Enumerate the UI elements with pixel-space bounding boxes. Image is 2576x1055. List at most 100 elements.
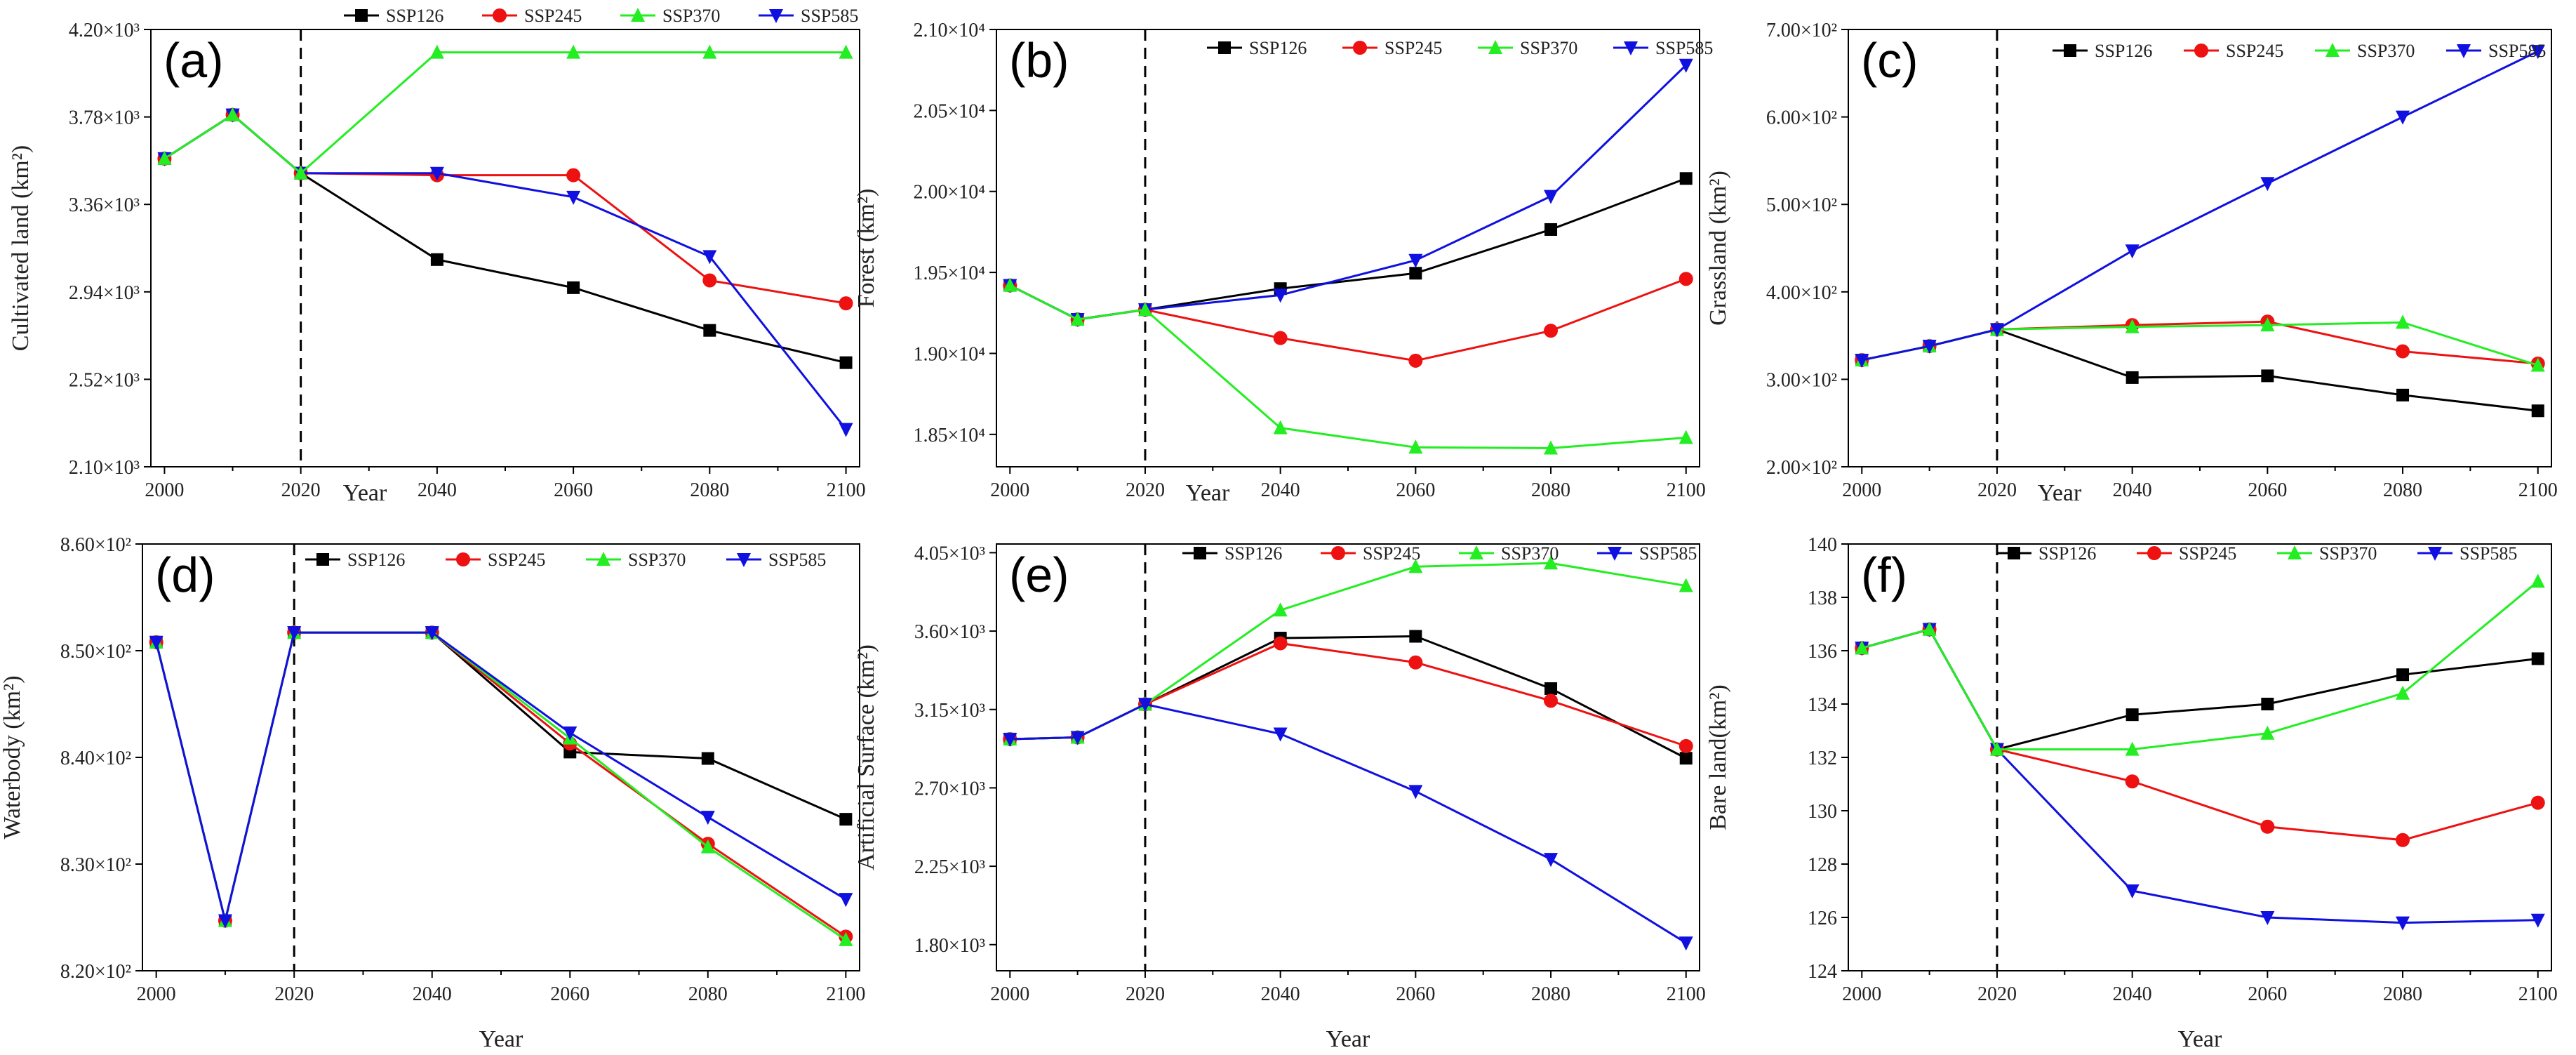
legend-label: SSP126	[2095, 41, 2152, 61]
legend-marker	[316, 553, 329, 566]
x-tick-label: 2060	[1396, 479, 1435, 501]
data-point-ssp126	[1544, 682, 1558, 695]
x-tick-label: 2000	[990, 983, 1029, 1005]
y-axis-title: Forest (km²)	[853, 189, 879, 308]
data-point-ssp585	[1544, 853, 1559, 868]
data-point-ssp585	[1679, 936, 1693, 951]
data-point-ssp245	[2396, 832, 2410, 847]
data-point-ssp585	[287, 626, 302, 641]
data-point-ssp245	[2260, 819, 2275, 834]
series-ssp585	[1855, 45, 2545, 368]
y-tick-label: 2.70×10³	[914, 778, 985, 799]
legend-label: SSP245	[2179, 543, 2236, 564]
legend-label: SSP585	[2488, 41, 2546, 61]
legend-marker	[1194, 547, 1206, 559]
data-point-ssp585	[566, 190, 581, 205]
series-ssp585	[149, 626, 853, 929]
y-tick-label: 4.05×10³	[914, 543, 985, 564]
data-point-ssp585	[429, 166, 444, 181]
series-ssp126	[1855, 623, 2544, 756]
data-point-ssp245	[1273, 331, 1288, 345]
legend-marker	[2064, 44, 2076, 57]
y-tick-label: 6.00×10²	[1766, 107, 1837, 129]
y-axis-title: Cultivated land (km²)	[8, 145, 34, 351]
y-tick-label: 2.10×10⁴	[913, 20, 985, 41]
x-tick-label: 2040	[1261, 479, 1300, 501]
y-tick-label: 3.78×10³	[69, 107, 140, 129]
data-point-ssp585	[1989, 323, 2004, 338]
legend-label: SSP245	[524, 6, 582, 26]
y-tick-label: 4.20×10³	[69, 20, 140, 41]
y-tick-label: 5.00×10²	[1766, 194, 1837, 216]
data-point-ssp585	[149, 635, 163, 650]
legend-marker	[769, 9, 783, 23]
y-tick-label: 4.00×10²	[1766, 282, 1837, 304]
panel-b: 2000 2020 2040 2060 2080 2100 1.85×10⁴ 1.90×10⁴…	[853, 20, 1713, 506]
series-ssp245	[1855, 622, 2545, 847]
x-tick-label: 2000	[990, 479, 1029, 501]
y-tick-label: 8.40×10²	[60, 748, 131, 769]
legend-label: SSP370	[2319, 543, 2377, 564]
series-line-ssp126	[1010, 635, 1687, 759]
data-point-ssp585	[1408, 785, 1423, 799]
legend-label: SSP126	[1249, 38, 1307, 58]
data-point-ssp585	[2396, 110, 2410, 125]
series-line-ssp370	[1861, 321, 2539, 366]
data-point-ssp585	[1544, 190, 1559, 204]
data-point-ssp126	[2261, 369, 2274, 383]
x-axis-title: Year	[2178, 1026, 2222, 1052]
data-point-ssp585	[1273, 727, 1288, 742]
legend-marker	[2457, 44, 2471, 58]
plot-frame	[996, 29, 1700, 467]
legend-marker	[1331, 546, 1345, 560]
x-tick-label: 2000	[137, 983, 176, 1005]
series-line-ssp126	[163, 113, 846, 364]
x-axis-title: Year	[479, 1026, 523, 1052]
y-tick-label: 138	[1808, 588, 1837, 609]
series-line-ssp370	[155, 631, 847, 941]
data-point-ssp245	[2125, 774, 2140, 789]
series-ssp126	[158, 108, 853, 369]
data-point-ssp370	[1544, 555, 1559, 570]
legend: SSP126 SSP245 SSP370 SSP585	[344, 6, 858, 26]
legend-label: SSP370	[1520, 38, 1577, 58]
data-point-ssp245	[2396, 344, 2410, 359]
data-point-ssp585	[1137, 698, 1152, 712]
data-point-ssp370	[1408, 559, 1423, 573]
x-tick-label: 2080	[2383, 479, 2422, 501]
legend-marker	[493, 8, 507, 22]
x-tick-label: 2020	[281, 479, 321, 501]
data-point-ssp370	[2125, 319, 2140, 333]
x-tick-label: 2100	[2518, 479, 2558, 501]
y-axis-title: Grassland (km²)	[1705, 171, 1731, 326]
legend-label: SSP126	[1224, 543, 1282, 564]
series-ssp126	[1003, 630, 1693, 765]
y-tick-label: 2.25×10³	[914, 856, 985, 878]
series-line-ssp585	[163, 113, 847, 430]
y-axis-title: Bare land(km²)	[1705, 684, 1731, 830]
y-tick-label: 3.00×10²	[1766, 369, 1837, 391]
x-tick-label: 2020	[1126, 479, 1165, 501]
data-point-ssp126	[567, 281, 580, 294]
x-tick-label: 2020	[274, 983, 314, 1005]
y-tick-label: 1.95×10⁴	[913, 263, 985, 284]
data-point-ssp126	[1409, 267, 1422, 280]
data-point-ssp126	[2261, 698, 2274, 710]
x-tick-label: 2100	[827, 479, 866, 501]
y-axis-title: Waterbody (km²)	[0, 675, 25, 839]
data-point-ssp585	[1679, 58, 1693, 73]
data-point-ssp585	[2530, 913, 2545, 928]
data-point-ssp370	[1137, 302, 1152, 317]
y-tick-label: 8.50×10²	[60, 641, 131, 663]
data-point-ssp126	[2396, 388, 2410, 402]
legend-marker	[1218, 41, 1231, 54]
x-tick-label: 2080	[1531, 983, 1570, 1005]
legend-marker	[1624, 41, 1638, 55]
data-point-ssp245	[1544, 324, 1559, 338]
series-ssp126	[149, 626, 853, 927]
data-point-ssp585	[2125, 884, 2140, 898]
legend-marker	[355, 9, 368, 22]
data-point-ssp370	[1679, 578, 1693, 592]
data-point-ssp370	[1070, 312, 1085, 326]
y-tick-label: 1.90×10⁴	[913, 343, 985, 365]
